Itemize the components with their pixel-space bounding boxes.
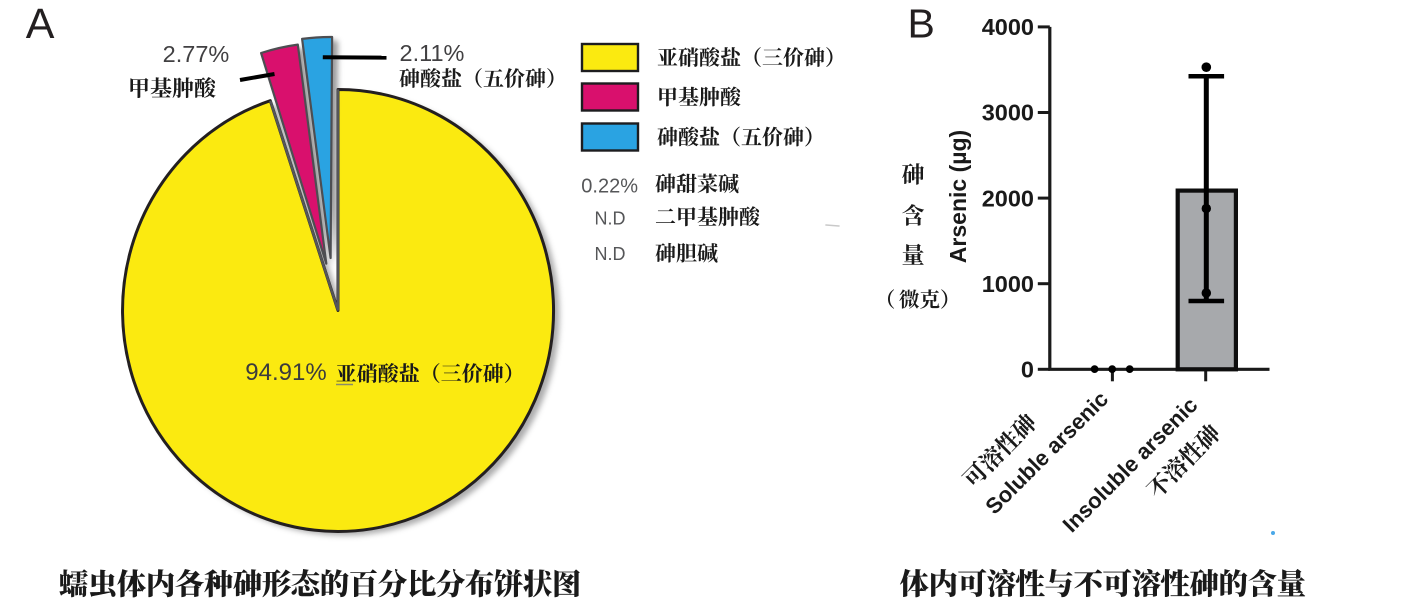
svg-text:4000: 4000 xyxy=(982,14,1034,40)
svg-text:N.D: N.D xyxy=(595,244,626,264)
svg-text:3000: 3000 xyxy=(982,100,1034,126)
svg-text:Arsenic (µg): Arsenic (µg) xyxy=(945,130,971,263)
svg-text:B: B xyxy=(908,1,935,47)
svg-text:2000: 2000 xyxy=(982,185,1034,211)
svg-text:2.77%: 2.77% xyxy=(163,41,230,67)
svg-text:A: A xyxy=(26,0,55,48)
svg-text:94.91%: 94.91% xyxy=(245,359,326,386)
svg-text:0: 0 xyxy=(1021,357,1034,383)
svg-text:1000: 1000 xyxy=(982,271,1034,297)
svg-text:0.22%: 0.22% xyxy=(581,176,638,198)
svg-text:2.11%: 2.11% xyxy=(400,40,465,66)
svg-text:N.D: N.D xyxy=(595,209,626,229)
